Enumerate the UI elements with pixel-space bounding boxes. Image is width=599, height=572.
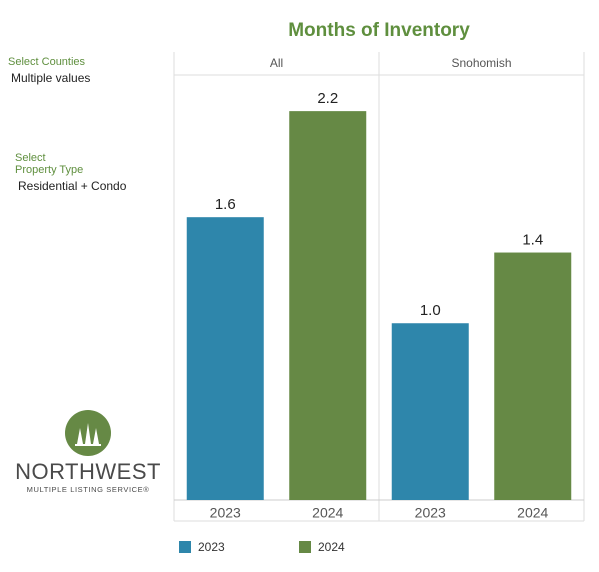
bar (494, 252, 572, 500)
x-tick-label: 2023 (210, 505, 241, 521)
logo-name: NORTHWEST (15, 459, 161, 484)
legend-swatch (299, 541, 311, 553)
x-tick-label: 2024 (517, 505, 548, 521)
filter[interactable]: Select Property Type Residential + Condo (15, 152, 126, 193)
legend-swatch (179, 541, 191, 553)
filter-label: Select Counties (8, 56, 86, 68)
filter-value[interactable]: Residential + Condo (18, 179, 127, 193)
legend-label: 2023 (198, 540, 225, 554)
filter-label: Select (15, 152, 46, 164)
value-label: 1.6 (215, 196, 236, 213)
filter-value[interactable]: Multiple values (11, 71, 91, 85)
bar (289, 111, 367, 500)
value-label: 1.0 (420, 302, 441, 319)
bar (391, 323, 469, 500)
logo-subtitle: MULTIPLE LISTING SERVICE® (27, 485, 150, 494)
legend-label: 2024 (318, 540, 345, 554)
x-tick-label: 2023 (415, 505, 446, 521)
logo (65, 410, 111, 456)
chart-title: Months of Inventory (288, 20, 470, 41)
value-label: 1.4 (522, 232, 543, 249)
x-tick-label: 2024 (312, 505, 343, 521)
panel-header: Snohomish (451, 56, 511, 70)
bar (186, 217, 264, 500)
value-label: 2.2 (317, 90, 338, 107)
panel-header: All (270, 56, 283, 70)
filter-label: Property Type (15, 164, 84, 176)
filter[interactable]: Select Counties Multiple values (8, 56, 90, 85)
